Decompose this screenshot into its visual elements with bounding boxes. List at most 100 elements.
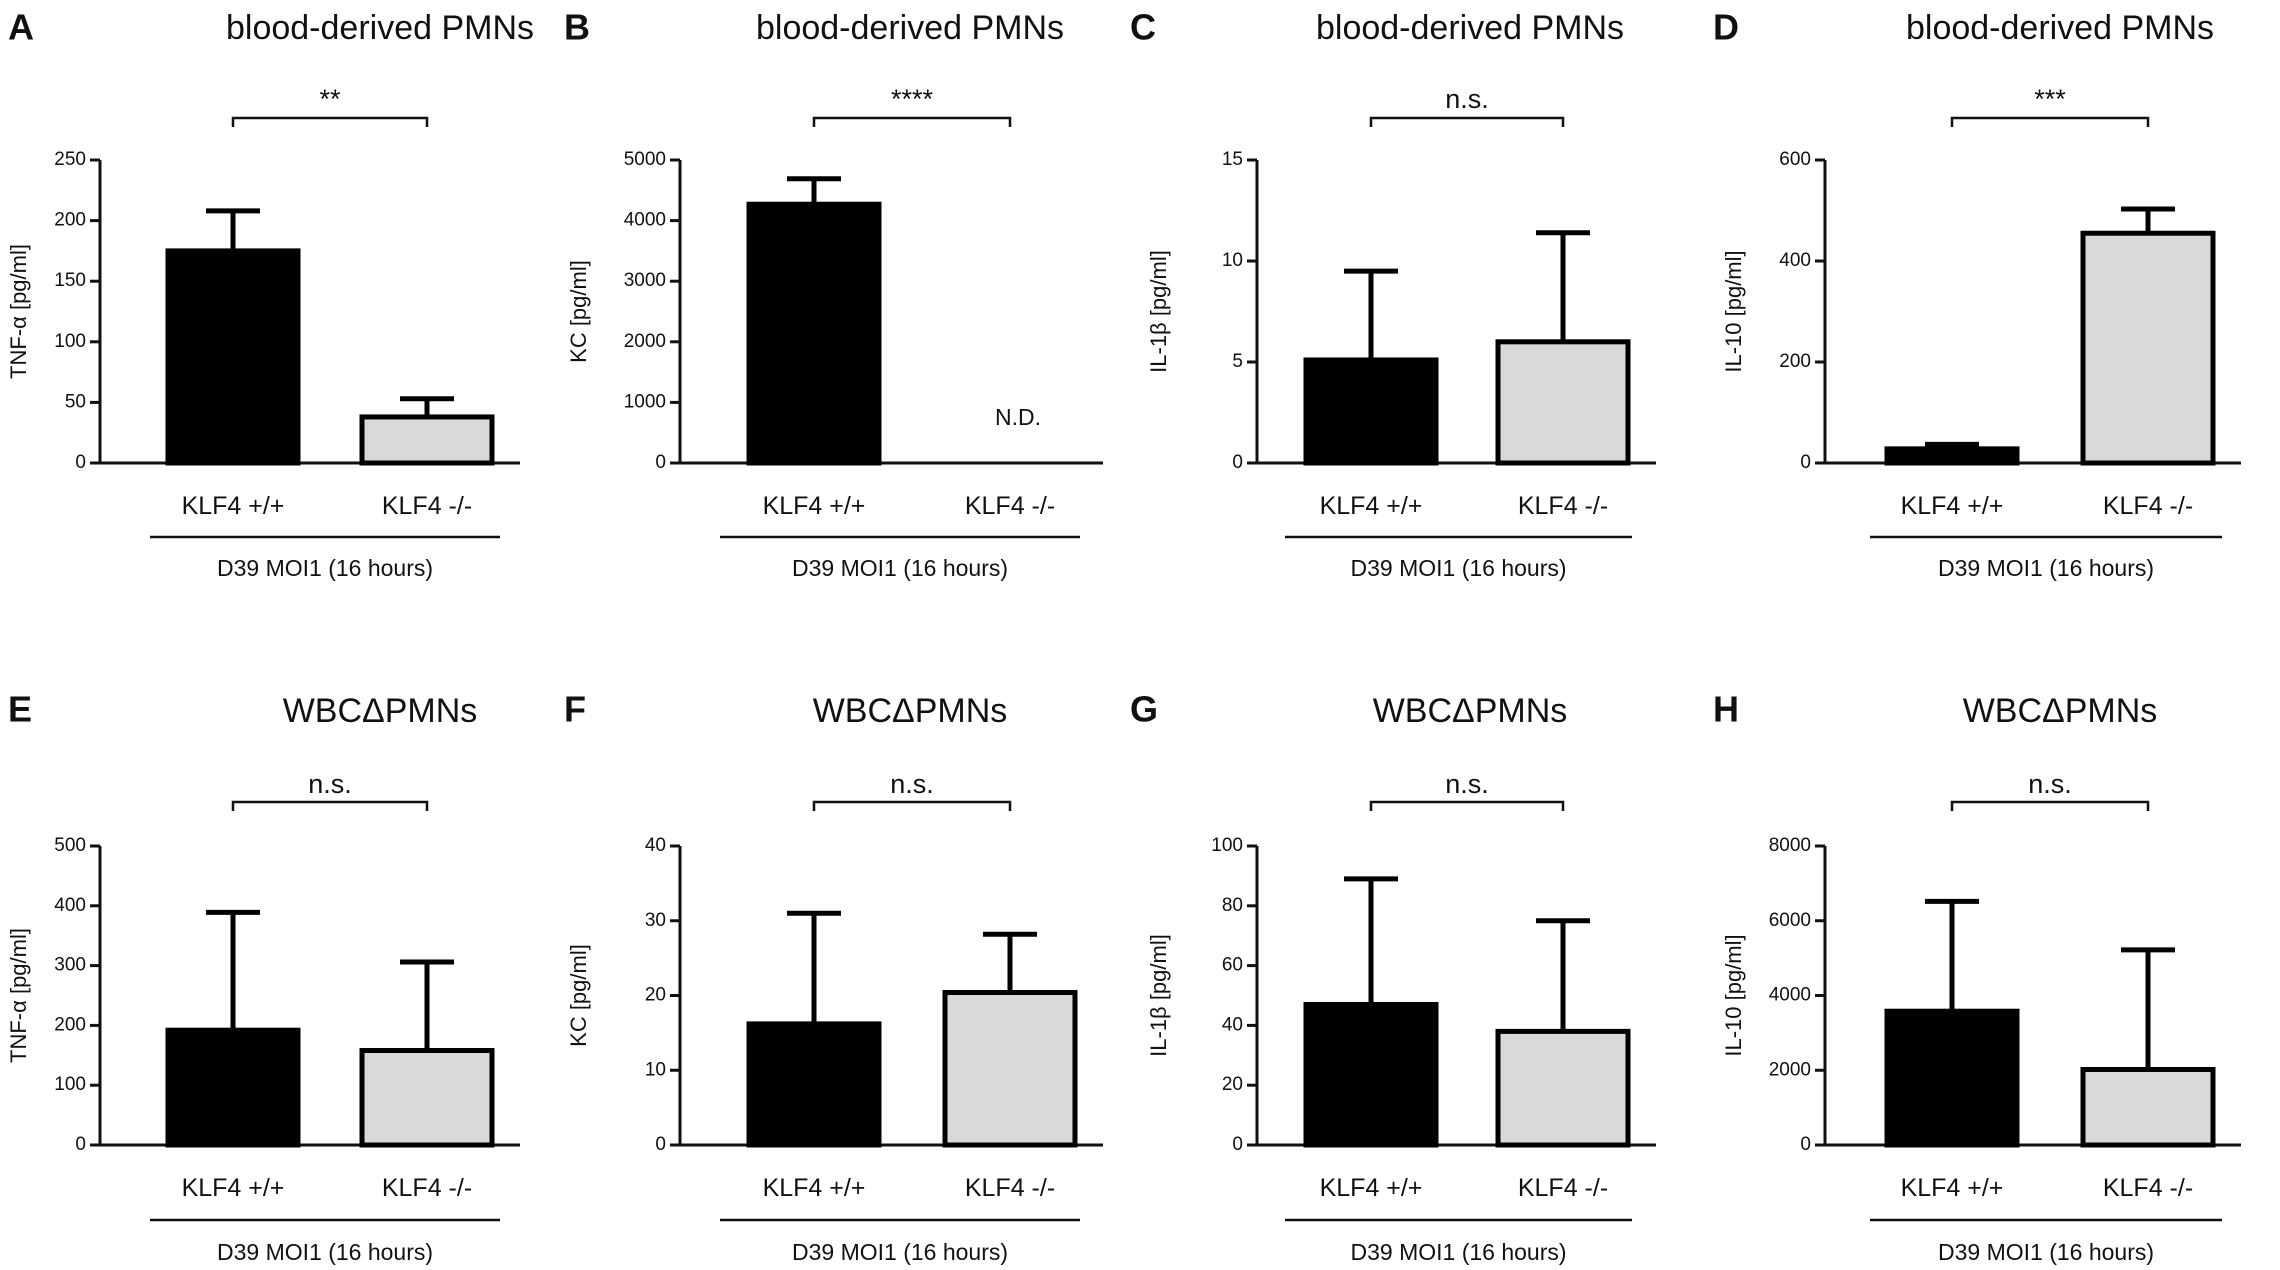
y-tick-label: 5000	[624, 149, 666, 170]
bar-klf4-ko	[359, 414, 495, 466]
x-category-label: KLF4 +/+	[182, 492, 285, 520]
bar-klf4-ko	[359, 1048, 495, 1148]
y-tick-label: 5	[1232, 351, 1243, 372]
bar-klf4-ko	[2080, 1067, 2216, 1148]
y-tick-label: 600	[1779, 149, 1811, 170]
panel-letter: F	[564, 689, 586, 730]
y-tick-label: 8000	[1769, 835, 1811, 856]
panel-letter: H	[1713, 689, 1739, 730]
panel-letter: E	[8, 689, 32, 730]
chart-title: WBCΔPMNs	[1373, 692, 1568, 730]
chart-panel-e: E WBCΔPMNs 0 100 200 300 400 500 TNF-α [pg/ml] KL…	[6, 689, 520, 1265]
y-tick-label: 20	[1222, 1074, 1243, 1095]
y-tick-label: 300	[54, 955, 86, 976]
bar-klf4-wt	[1884, 1008, 2020, 1148]
y-tick-label: 0	[655, 452, 666, 473]
y-tick-label: 3000	[624, 270, 666, 291]
y-tick-label: 10	[1222, 250, 1243, 271]
y-tick-label: 0	[655, 1134, 666, 1155]
chart-title: blood-derived PMNs	[756, 9, 1064, 47]
y-tick-label: 4000	[624, 210, 666, 231]
x-category-label: KLF4 -/-	[382, 1174, 472, 1202]
x-category-label: KLF4 +/+	[1901, 1174, 2004, 1202]
x-category-label: KLF4 -/-	[1518, 492, 1608, 520]
significance-label: n.s.	[1445, 769, 1489, 799]
not-detected-label: N.D.	[995, 404, 1041, 430]
x-category-label: KLF4 -/-	[2103, 492, 2193, 520]
chart-title: blood-derived PMNs	[1906, 9, 2214, 47]
significance-bracket	[1369, 116, 1565, 127]
bar-klf4-ko	[1495, 339, 1631, 466]
y-tick-label: 100	[54, 1074, 86, 1095]
y-tick-label: 1000	[624, 391, 666, 412]
significance-bracket	[1950, 116, 2150, 127]
x-category-label: KLF4 +/+	[182, 1174, 285, 1202]
significance-label: n.s.	[308, 769, 352, 799]
y-tick-label: 15	[1222, 149, 1243, 170]
bar-klf4-wt	[1303, 357, 1439, 466]
y-axis-label: IL-1β [pg/ml]	[1146, 250, 1171, 373]
y-axis-label: IL-1β [pg/ml]	[1146, 934, 1171, 1057]
group-label: D39 MOI1 (16 hours)	[1938, 555, 2154, 581]
y-tick-label: 80	[1222, 895, 1243, 916]
group-label: D39 MOI1 (16 hours)	[1350, 1239, 1566, 1265]
panel-letter: A	[8, 7, 34, 48]
chart-title: blood-derived PMNs	[226, 9, 534, 47]
x-category-label: KLF4 +/+	[1320, 492, 1423, 520]
y-tick-label: 200	[54, 210, 86, 231]
y-tick-label: 40	[645, 835, 666, 856]
chart-panel-g: G WBCΔPMNs 0 20 40 60 80 100 IL-1β [pg/ml] KLF4 +…	[1130, 689, 1656, 1265]
y-axis-label: IL-10 [pg/ml]	[1721, 934, 1746, 1056]
y-tick-label: 250	[54, 149, 86, 170]
x-category-label: KLF4 -/-	[2103, 1174, 2193, 1202]
significance-bracket	[231, 116, 429, 127]
chart-title: blood-derived PMNs	[1316, 9, 1624, 47]
significance-bracket	[1950, 800, 2150, 811]
x-category-label: KLF4 -/-	[965, 1174, 1055, 1202]
y-tick-label: 100	[54, 331, 86, 352]
y-tick-label: 400	[1779, 250, 1811, 271]
y-tick-label: 50	[65, 391, 86, 412]
chart-panel-f: F WBCΔPMNs 0 10 20 30 40 KC [pg/ml] KLF4 +/+ KLF4…	[564, 689, 1103, 1265]
y-axis-label: TNF-α [pg/ml]	[6, 244, 31, 379]
significance-bracket	[812, 800, 1012, 811]
group-label: D39 MOI1 (16 hours)	[217, 555, 433, 581]
significance-bracket	[231, 800, 429, 811]
bar-klf4-wt	[165, 248, 301, 466]
y-tick-label: 0	[1232, 452, 1243, 473]
significance-label: ***	[2034, 84, 2066, 114]
bar-klf4-wt	[746, 201, 882, 466]
y-tick-label: 0	[75, 452, 86, 473]
group-label: D39 MOI1 (16 hours)	[792, 1239, 1008, 1265]
significance-bracket	[1369, 800, 1565, 811]
bar-klf4-wt	[1884, 446, 2020, 466]
panel-letter: D	[1713, 7, 1739, 48]
bar-klf4-ko	[1495, 1028, 1631, 1148]
group-label: D39 MOI1 (16 hours)	[1938, 1239, 2154, 1265]
panel-letter: G	[1130, 689, 1158, 730]
group-label: D39 MOI1 (16 hours)	[792, 555, 1008, 581]
bar-klf4-wt	[1303, 1001, 1439, 1148]
x-category-label: KLF4 -/-	[965, 492, 1055, 520]
y-tick-label: 6000	[1769, 910, 1811, 931]
x-category-label: KLF4 +/+	[763, 492, 866, 520]
y-tick-label: 0	[1232, 1134, 1243, 1155]
significance-label: **	[319, 84, 341, 114]
significance-label: ****	[891, 84, 934, 114]
panel-letter: C	[1130, 7, 1156, 48]
y-tick-label: 150	[54, 270, 86, 291]
y-tick-label: 2000	[624, 331, 666, 352]
bar-klf4-ko	[942, 990, 1078, 1148]
y-tick-label: 20	[645, 985, 666, 1006]
x-category-label: KLF4 -/-	[1518, 1174, 1608, 1202]
y-tick-label: 30	[645, 910, 666, 931]
y-tick-label: 4000	[1769, 985, 1811, 1006]
x-category-label: KLF4 +/+	[763, 1174, 866, 1202]
chart-title: WBCΔPMNs	[1963, 692, 2158, 730]
y-tick-label: 500	[54, 835, 86, 856]
y-tick-label: 0	[1800, 452, 1811, 473]
panel-letter: B	[564, 7, 590, 48]
